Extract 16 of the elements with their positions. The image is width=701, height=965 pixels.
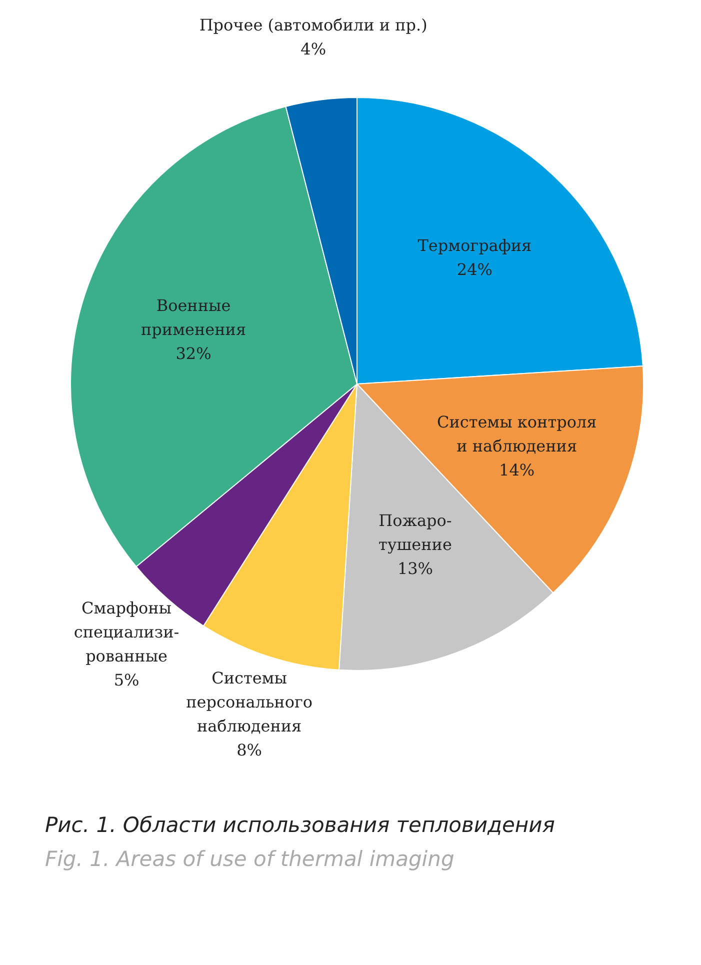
caption: Fig. 1. Areas of use of thermal imaging: [45, 846, 456, 873]
data-label: 32%: [176, 344, 212, 364]
slice-label: Системы контроля и наблюдения: [436, 412, 597, 456]
text: Рис. 1. Области использования тепловидения: [45, 812, 556, 839]
data-label: 24%: [456, 260, 492, 279]
data-label: 13%: [397, 558, 434, 578]
data-label: 14%: [499, 460, 535, 480]
data-label: 8%: [236, 740, 262, 760]
slice-label: Пожаро- тушение: [378, 510, 452, 554]
slice-label: Прочее (автомобили и пр.): [199, 15, 428, 34]
slice-label: Системы персонального наблюдения: [186, 668, 312, 736]
slice-label: Военные применения: [140, 296, 246, 340]
slice-label: Термография: [418, 236, 532, 255]
slice-label: Смарфоны специализи- рованные: [74, 598, 180, 666]
data-label: 5%: [114, 670, 140, 690]
data-label: 4%: [300, 39, 326, 58]
